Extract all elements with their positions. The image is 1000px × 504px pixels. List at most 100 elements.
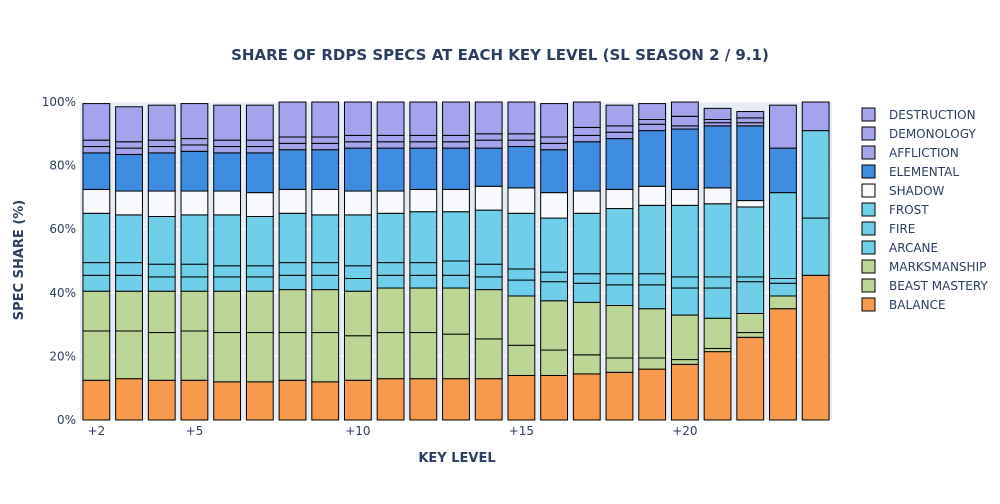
bar-segment — [474, 276, 503, 291]
bar-segment — [409, 378, 438, 421]
bar-segment — [213, 104, 242, 141]
bar-segment — [670, 115, 699, 127]
bar-segment — [147, 152, 176, 192]
bar-segment — [638, 368, 667, 421]
bar-segment — [376, 262, 405, 276]
bars-group — [82, 101, 830, 421]
bar-segment — [670, 101, 699, 117]
bar-segment — [638, 103, 667, 120]
bar-segment — [278, 136, 307, 144]
bar-segment — [507, 268, 536, 281]
legend-swatch — [861, 164, 876, 179]
bar-segment — [278, 149, 307, 190]
bar-segment — [605, 104, 634, 127]
bar-segment — [442, 274, 470, 289]
bar-segment — [245, 332, 274, 383]
y-tick-label: 0% — [57, 413, 76, 427]
bar-segment — [801, 101, 830, 132]
bar-segment — [474, 101, 503, 135]
y-axis-title: SPEC SHARE (%) — [12, 200, 27, 320]
bar-segment — [376, 141, 405, 149]
y-tick-label: 20% — [49, 349, 76, 363]
bar-segment — [769, 192, 797, 279]
bar-segment — [670, 128, 699, 190]
bar-segment — [311, 101, 340, 138]
y-tick-label: 80% — [49, 159, 76, 173]
bar-segment — [82, 146, 111, 154]
bar-segment — [245, 104, 274, 141]
legend-label: DESTRUCTION — [889, 108, 976, 122]
bar-segment — [245, 152, 274, 194]
x-axis-title: KEY LEVEL — [418, 451, 495, 466]
bar-segment — [572, 273, 601, 284]
legend-label: FROST — [889, 203, 929, 217]
bar-segment — [180, 379, 209, 421]
bar-segment — [376, 134, 405, 143]
bar-segment — [147, 290, 176, 334]
bar-segment — [180, 190, 209, 216]
bar-segment — [213, 139, 242, 148]
bar-segment — [736, 117, 765, 124]
bar-segment — [376, 101, 405, 136]
x-tick-label: +5 — [186, 424, 204, 438]
bar-segment — [507, 374, 536, 421]
bar-segment — [344, 190, 372, 216]
legend-label: AFFLICTION — [889, 146, 959, 160]
bar-segment — [572, 141, 601, 192]
legend-label: ELEMENTAL — [889, 165, 959, 179]
y-tick-label: 100% — [42, 95, 76, 109]
bar-segment — [213, 290, 242, 334]
bar-segment — [376, 332, 405, 380]
bar-segment — [278, 188, 307, 214]
chart-title: SHARE OF RDPS SPECS AT EACH KEY LEVEL (S… — [231, 46, 769, 64]
bar-segment — [572, 134, 601, 143]
bar-segment — [605, 208, 634, 275]
legend-swatch — [861, 183, 876, 198]
legend-swatch — [861, 107, 876, 122]
bar-segment — [115, 141, 143, 149]
bar-segment — [311, 142, 340, 151]
bar-segment — [474, 289, 503, 340]
bar-segment — [245, 265, 274, 278]
legend-swatch — [861, 278, 876, 293]
bar-segment — [442, 141, 470, 149]
bar-segment — [638, 130, 667, 187]
x-tick-label: +15 — [509, 424, 534, 438]
bar-segment — [769, 282, 797, 297]
bar-segment — [245, 192, 274, 217]
bar-segment — [147, 190, 176, 217]
bar-segment — [540, 217, 568, 273]
bar-segment — [736, 336, 765, 421]
bar-segment — [769, 104, 797, 149]
bar-segment — [540, 271, 568, 283]
bar-segment — [147, 146, 176, 154]
bar-segment — [180, 263, 209, 278]
bar-segment — [115, 262, 143, 276]
bar-segment — [82, 152, 111, 190]
bar-segment — [638, 204, 667, 275]
bar-segment — [376, 274, 405, 289]
bar-segment — [147, 379, 176, 421]
bar-segment — [736, 206, 765, 278]
bar-segment — [311, 274, 340, 291]
bar-segment — [703, 287, 732, 319]
bar-segment — [213, 146, 242, 154]
bar-segment — [474, 139, 503, 149]
bar-segment — [605, 284, 634, 307]
bar-segment — [605, 188, 634, 210]
bar-segment — [344, 141, 372, 149]
bar-segment — [736, 125, 765, 202]
bar-segment — [540, 149, 568, 194]
bar-segment — [115, 378, 143, 421]
bar-segment — [474, 133, 503, 141]
bar-segment — [605, 357, 634, 373]
bar-segment — [703, 276, 732, 289]
bar-segment — [507, 212, 536, 270]
bar-segment — [409, 147, 438, 190]
bar-segment — [278, 262, 307, 276]
bar-segment — [638, 273, 667, 286]
bar-segment — [409, 287, 438, 334]
bar-segment — [180, 330, 209, 381]
x-axis-ticks: +2 +5 +10 +15 +20 — [87, 424, 697, 438]
bar-segment — [605, 371, 634, 421]
